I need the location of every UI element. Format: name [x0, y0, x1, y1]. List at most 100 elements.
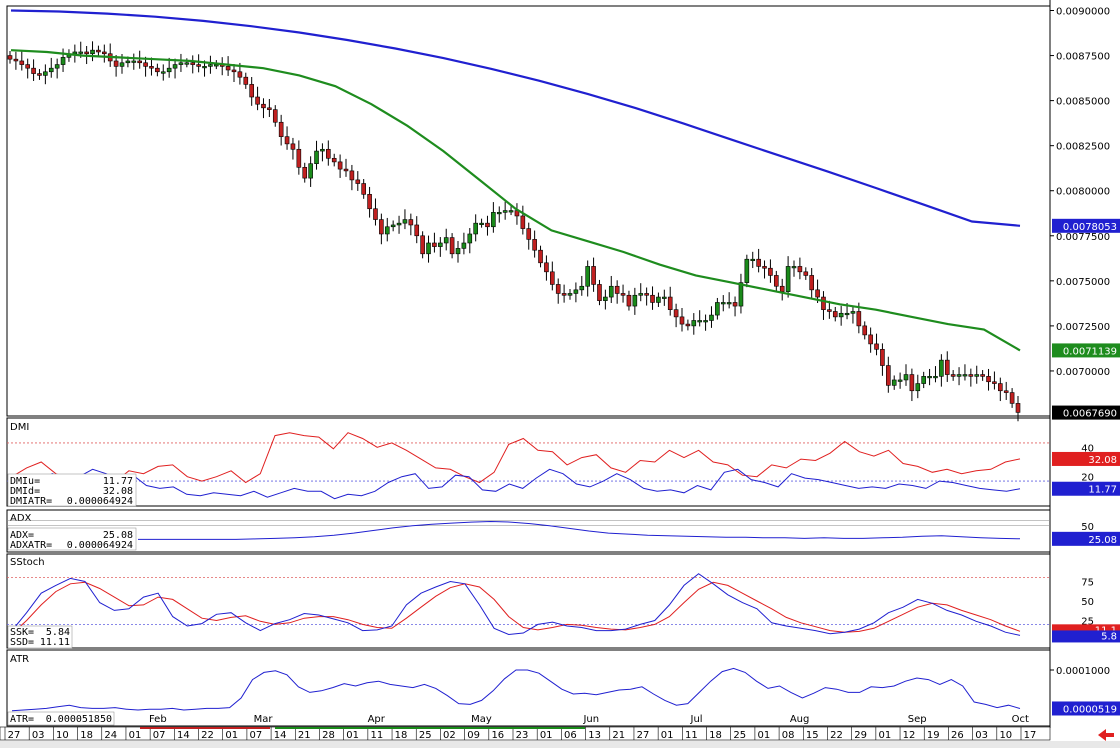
- candle-body: [821, 296, 826, 310]
- candle-body: [420, 235, 425, 255]
- date-tick-label: 11: [685, 730, 698, 741]
- candle-body: [402, 219, 408, 224]
- candle-body: [614, 285, 620, 294]
- candle-body: [214, 64, 219, 67]
- date-tick-label: 01: [540, 730, 553, 741]
- candle-body: [426, 242, 431, 255]
- date-tick-label: 28: [322, 730, 335, 741]
- candle-body: [172, 64, 178, 69]
- candle-body: [326, 148, 331, 159]
- date-tick-label: 19: [927, 730, 940, 741]
- candle-body: [284, 136, 290, 145]
- candle-body: [939, 359, 944, 377]
- candle-body: [314, 150, 319, 164]
- month-label: Oct: [1012, 714, 1029, 725]
- price-tick-label: 0.0080000: [1056, 187, 1110, 198]
- date-tick-label: 18: [395, 730, 408, 741]
- candle-body: [290, 143, 296, 150]
- candle-body: [986, 376, 991, 383]
- dmi-minus-line: [11, 432, 1021, 484]
- scroll-left-arrow-icon[interactable]: [1096, 726, 1116, 744]
- date-tick-label: 09: [467, 730, 480, 741]
- atr-readout-box: [7, 711, 115, 726]
- candle-body: [874, 343, 879, 350]
- atr-badge: 0.0000519: [1063, 704, 1117, 715]
- candle-body: [644, 293, 649, 296]
- candle-body: [650, 294, 655, 303]
- candle-body: [249, 84, 254, 98]
- candle-body: [379, 219, 384, 235]
- candle-body: [367, 194, 372, 210]
- candle-body: [897, 379, 903, 382]
- candle-body: [980, 374, 985, 377]
- candle-body: [797, 266, 803, 273]
- candle-body: [54, 64, 60, 69]
- dmi-panel-title: DMI: [10, 422, 29, 433]
- candle-body: [390, 224, 396, 228]
- candle-body: [190, 62, 196, 65]
- candle-body: [585, 266, 590, 287]
- stoch-readout-value: 5.84: [46, 627, 70, 638]
- candle-body: [13, 58, 19, 62]
- date-tick-label: 01: [346, 730, 359, 741]
- date-tick-label: 27: [8, 730, 21, 741]
- candle-body: [809, 275, 814, 291]
- candle-body: [768, 267, 773, 276]
- adx-panel-title: ADX: [10, 513, 32, 524]
- candle-body: [1015, 403, 1021, 413]
- date-tick-label: 10: [999, 730, 1012, 741]
- candle-body: [944, 359, 950, 375]
- date-tick-label: 16: [491, 730, 504, 741]
- dmi-plus-badge-bg: [1052, 481, 1120, 496]
- candle-body: [90, 49, 95, 55]
- candle-body: [137, 60, 142, 64]
- ma-fast-badge: 0.0071139: [1063, 346, 1117, 357]
- candle-body: [992, 381, 997, 384]
- month-label: Jun: [582, 714, 599, 725]
- moving-average-fast-line: [10, 49, 1021, 352]
- candle-body: [532, 239, 537, 251]
- adx-readout-box: [7, 527, 137, 551]
- candle-body: [467, 233, 473, 244]
- candle-body: [25, 64, 30, 69]
- candle-body: [48, 67, 54, 73]
- candle-body: [868, 334, 873, 345]
- candle-body: [526, 228, 532, 240]
- price-tick-label: 0.0070000: [1056, 367, 1110, 378]
- date-tick-label: 25: [419, 730, 432, 741]
- candle-body: [927, 376, 932, 379]
- adx-readout-value: 25.08: [103, 530, 133, 541]
- date-tick-label: 21: [612, 730, 625, 741]
- candle-body: [184, 62, 190, 65]
- dmi-plus-line: [11, 468, 1021, 500]
- candle-body: [231, 69, 237, 73]
- candle-body: [349, 170, 355, 181]
- candle-body: [921, 376, 926, 384]
- date-tick-label: 11: [370, 730, 383, 741]
- date-tick-label: 13: [588, 730, 601, 741]
- candle-body: [143, 62, 148, 67]
- candle-body: [856, 311, 862, 327]
- candle-body: [60, 57, 66, 65]
- date-tick-label: 26: [951, 730, 964, 741]
- candle-body: [149, 66, 154, 69]
- ma-fast-badge-bg: [1052, 343, 1120, 358]
- candle-body: [449, 237, 455, 255]
- price-tick-label: 0.0090000: [1056, 7, 1110, 18]
- candle-body: [667, 296, 673, 310]
- candle-body: [909, 374, 915, 392]
- candle-body: [78, 51, 84, 54]
- date-tick-label: 14: [177, 730, 190, 741]
- adx-readout-key: ADXATR=: [10, 540, 52, 551]
- candle-body: [225, 66, 231, 71]
- candle-body: [96, 49, 101, 53]
- candle-body: [373, 208, 378, 220]
- candle-body: [160, 71, 166, 74]
- candle-body: [508, 210, 514, 213]
- candle-body: [880, 349, 885, 366]
- price-tick-label: 0.0085000: [1056, 97, 1110, 108]
- candle-body: [779, 285, 785, 292]
- date-tick-label: 14: [274, 730, 287, 741]
- candle-body: [550, 271, 555, 285]
- candle-body: [815, 289, 820, 298]
